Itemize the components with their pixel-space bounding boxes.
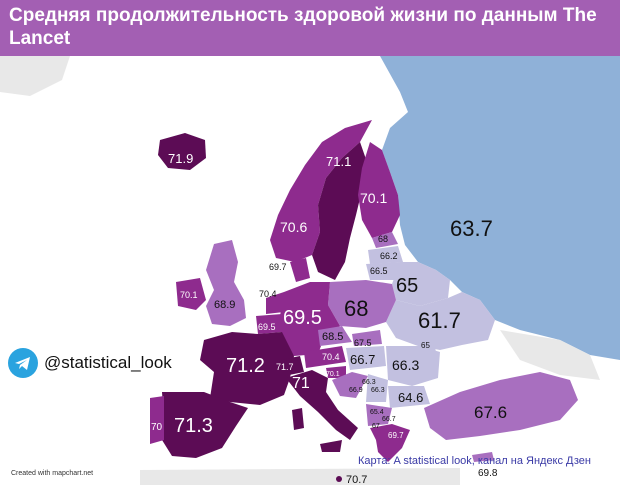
country-greenland[interactable] (0, 56, 70, 96)
label-malta: 70.7 (346, 474, 367, 485)
country-denmark[interactable] (290, 258, 310, 282)
country-moldova[interactable] (420, 334, 436, 352)
country-france[interactable] (200, 332, 294, 405)
country-czechia[interactable] (318, 326, 352, 346)
label-russia: 63.7 (450, 216, 493, 241)
country-russia[interactable] (380, 56, 620, 360)
label-latvia: 66.2 (380, 251, 398, 261)
country-hungary[interactable] (346, 346, 386, 370)
europe-map: 63.7 71.9 71.1 70.1 70.6 68 66.2 66.5 65… (0, 56, 620, 485)
label-greece: 69.7 (388, 431, 404, 440)
country-austria[interactable] (304, 346, 346, 368)
label-norway: 70.6 (280, 219, 307, 235)
country-croatia[interactable] (332, 372, 368, 398)
country-malta-dot[interactable] (336, 476, 342, 482)
label-germany: 69.5 (283, 307, 322, 329)
country-finland[interactable] (358, 142, 400, 238)
telegram-icon (8, 348, 38, 378)
label-lithuania: 66.5 (370, 266, 388, 276)
country-belarus[interactable] (392, 262, 450, 306)
country-germany[interactable] (280, 282, 340, 356)
label-turkey: 67.6 (474, 403, 507, 422)
country-poland[interactable] (328, 280, 396, 328)
label-slovenia: 70.1 (326, 371, 340, 378)
label-sweden: 71.1 (326, 154, 351, 169)
label-finland: 70.1 (360, 190, 387, 206)
country-netherlands[interactable] (266, 292, 284, 314)
label-belgium: 69.5 (258, 322, 276, 332)
country-balkans-south[interactable] (366, 404, 392, 426)
country-uk[interactable] (206, 240, 246, 326)
label-hungary: 66.7 (350, 352, 375, 367)
label-bulgaria: 64.6 (398, 390, 423, 405)
label-romania: 66.3 (392, 357, 419, 373)
country-belgium[interactable] (256, 314, 282, 334)
country-switzerland[interactable] (280, 356, 304, 376)
country-spain[interactable] (162, 392, 248, 458)
label-north-macedonia: 66.7 (382, 416, 396, 423)
country-romania[interactable] (386, 346, 440, 386)
mapchart-credit: Created with mapchart.net (11, 470, 94, 477)
country-norway[interactable] (270, 120, 372, 262)
label-bosnia: 66.3 (362, 379, 376, 386)
label-spain: 71.3 (174, 415, 213, 437)
country-sweden[interactable] (312, 142, 368, 280)
label-uk: 68.9 (214, 299, 235, 311)
label-cyprus: 69.8 (478, 468, 498, 479)
label-slovakia: 67.5 (354, 338, 372, 348)
country-bulgaria[interactable] (388, 386, 430, 408)
country-ukraine[interactable] (386, 292, 495, 350)
label-switzerland: 71.7 (276, 362, 294, 372)
label-iceland: 71.9 (168, 151, 193, 166)
country-italy[interactable] (286, 370, 358, 440)
country-serbia[interactable] (366, 374, 388, 402)
country-portugal[interactable] (150, 396, 164, 444)
label-portugal: 70 (151, 422, 163, 433)
label-belarus: 65 (396, 275, 418, 297)
label-montenegro: 65.4 (370, 409, 384, 416)
label-croatia: 66.9 (349, 387, 363, 394)
country-slovakia[interactable] (352, 330, 382, 346)
label-denmark: 69.7 (269, 262, 287, 272)
country-cyprus[interactable] (472, 452, 494, 462)
country-slovenia[interactable] (326, 366, 346, 378)
map-title: Средняя продолжительность здоровой жизни… (9, 5, 597, 49)
label-serbia: 66.3 (371, 387, 385, 394)
label-netherlands: 70.4 (259, 289, 277, 299)
region-north-africa (140, 468, 460, 485)
country-caucasus[interactable] (500, 330, 600, 380)
label-moldova: 65 (421, 341, 430, 350)
label-france: 71.2 (226, 355, 265, 377)
country-greece[interactable] (370, 424, 410, 462)
social-handle: @statistical_look (8, 348, 172, 378)
label-poland: 68 (344, 296, 368, 321)
title-banner: Средняя продолжительность здоровой жизни… (0, 0, 620, 56)
country-estonia[interactable] (372, 232, 398, 248)
label-italy: 71 (292, 375, 310, 392)
label-estonia: 68 (378, 234, 388, 244)
label-austria: 70.4 (322, 352, 340, 362)
label-ukraine: 61.7 (418, 308, 461, 333)
country-iceland[interactable] (158, 133, 206, 170)
country-lithuania[interactable] (366, 262, 400, 280)
country-italy-sicily[interactable] (320, 440, 342, 452)
country-turkey[interactable] (424, 372, 578, 440)
country-latvia[interactable] (368, 246, 403, 264)
social-handle-text: @statistical_look (44, 353, 172, 372)
country-sardinia[interactable] (292, 408, 304, 430)
label-czechia: 68.5 (322, 331, 343, 343)
label-ireland: 70.1 (180, 290, 198, 300)
label-albania: 67 (372, 423, 380, 430)
source-credit: Карта: A statistical look, канал на Янде… (358, 455, 591, 467)
country-ireland[interactable] (176, 278, 206, 310)
